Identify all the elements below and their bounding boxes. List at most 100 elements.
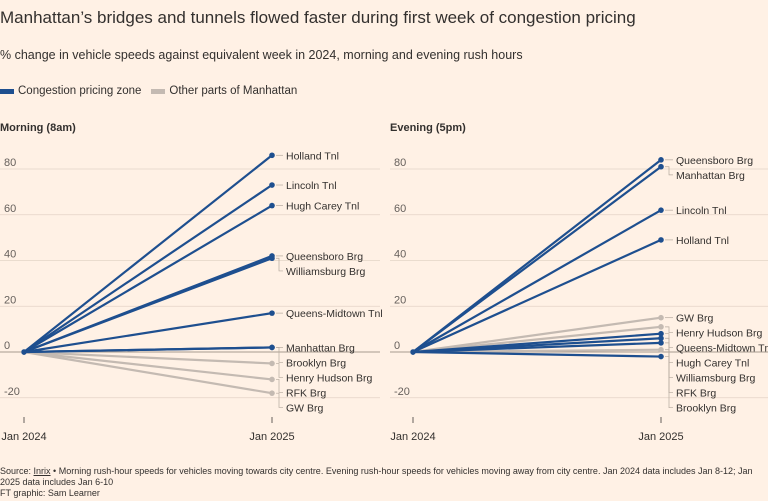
evening-y-tick-label: 60 <box>394 203 406 215</box>
morning-x-tick-label: Jan 2024 <box>1 431 46 443</box>
morning-y-tick-label: -20 <box>4 386 20 398</box>
evening-series-line-manhattan-brg <box>411 165 663 354</box>
evening-end-point-queens-midtown-tnl <box>658 330 664 337</box>
evening-x-tick-label: Jan 2025 <box>638 431 683 443</box>
evening-series-line-brooklyn-brg <box>411 350 663 358</box>
evening-series-label-holland-tnl: Holland Tnl <box>676 235 729 247</box>
morning-leader-rfk-brg <box>276 379 283 393</box>
evening-end-point-holland-tnl <box>658 237 664 243</box>
evening-x-tick-label: Jan 2024 <box>390 431 435 443</box>
morning-y-tick-label: 40 <box>4 249 16 261</box>
legend-item-other: Other parts of Manhattan <box>151 85 297 97</box>
legend-label-zone: Congestion pricing zone <box>18 85 142 97</box>
morning-y-tick-label: 20 <box>4 294 16 306</box>
morning-leader-gw-brg <box>276 392 283 408</box>
chart-canvas: -20 0 20 40 60 80 Jan 2024 Jan 2025 Holland Tnl L… <box>0 150 768 443</box>
morning-x-tick-label: Jan 2025 <box>249 431 294 443</box>
morning-y-tick-label: 60 <box>4 203 16 215</box>
legend-swatch-zone <box>0 88 14 94</box>
evening-end-point-henry-hudson-brg <box>658 324 664 330</box>
morning-series-line-williamsburg-brg <box>22 257 274 354</box>
morning-series-label-hugh-carey-tnl: Hugh Carey Tnl <box>286 201 359 213</box>
evening-series-label-rfk-brg: RFK Brg <box>676 388 716 400</box>
evening-leader-manhattan-brg <box>665 166 673 176</box>
evening-series-label-queens-midtown-tnl: Queens-Midtown Tnl <box>676 343 768 355</box>
morning-y-tick-label: 0 <box>4 340 10 352</box>
legend: Congestion pricing zone Other parts of M… <box>0 85 307 97</box>
evening-end-point-williamsburg-brg <box>658 340 664 346</box>
evening-end-point-hugh-carey-tnl <box>658 335 664 342</box>
evening-y-tick-label: 80 <box>394 157 406 169</box>
evening-end-point-lincoln-tnl <box>658 207 664 213</box>
morning-leader-henry-hudson-brg <box>276 363 283 378</box>
morning-series-label-henry-hudson-brg: Henry Hudson Brg <box>286 372 373 384</box>
evening-series-line-williamsburg-brg <box>411 341 663 354</box>
graphic-credit: FT graphic: Sam Learner <box>0 488 100 498</box>
morning-series-line-queens-midtown-tnl <box>22 312 274 354</box>
morning-series-label-brooklyn-brg: Brooklyn Brg <box>286 357 346 369</box>
evening-series-line-henry-hudson-brg <box>411 325 663 354</box>
morning-series-label-queensboro-brg: Queensboro Brg <box>286 251 363 263</box>
panel-title-evening: Evening (5pm) <box>390 122 466 134</box>
morning-series-line-gw-brg <box>22 350 274 395</box>
evening-y-tick-label: 40 <box>394 249 406 261</box>
legend-label-other: Other parts of Manhattan <box>169 85 298 97</box>
evening-series-label-hugh-carey-tnl: Hugh Carey Tnl <box>676 358 749 370</box>
morning-series-line-hugh-carey-tnl <box>22 204 274 354</box>
legend-swatch-other <box>151 88 166 94</box>
morning-end-point-rfk-brg <box>269 376 275 383</box>
evening-y-tick-label: 20 <box>394 294 406 306</box>
evening-y-tick-label: -20 <box>394 386 410 398</box>
morning-leader-brooklyn-brg <box>276 347 283 363</box>
morning-series-label-queens-midtown-tnl: Queens-Midtown Tnl <box>286 308 383 320</box>
evening-end-point-rfk-brg <box>658 346 664 353</box>
evening-end-point-brooklyn-brg <box>658 353 664 360</box>
evening-series-label-queensboro-brg: Queensboro Brg <box>676 155 753 167</box>
evening-series-label-lincoln-tnl: Lincoln Tnl <box>676 205 727 217</box>
morning-series-label-lincoln-tnl: Lincoln Tnl <box>286 180 337 192</box>
chart-title: Manhattan’s bridges and tunnels flowed f… <box>0 8 636 27</box>
source-note: Source: Inrix • Morning rush-hour speeds… <box>0 466 768 488</box>
evening-series-label-williamsburg-brg: Williamsburg Brg <box>676 373 756 385</box>
evening-end-point-gw-brg <box>658 314 664 321</box>
morning-series-label-gw-brg: GW Brg <box>286 402 323 414</box>
morning-end-point-hugh-carey-tnl <box>269 202 275 209</box>
morning-start-point-brooklyn-brg <box>21 349 27 355</box>
morning-series-line-holland-tnl <box>22 154 274 354</box>
evening-series-label-gw-brg: GW Brg <box>676 313 713 325</box>
legend-item-zone: Congestion pricing zone <box>0 85 141 97</box>
morning-series-line-lincoln-tnl <box>22 183 274 354</box>
evening-series-line-holland-tnl <box>411 238 663 354</box>
morning-series-label-williamsburg-brg: Williamsburg Brg <box>286 266 366 278</box>
evening-end-point-queensboro-brg <box>658 157 664 163</box>
evening-end-point-manhattan-brg <box>658 163 664 170</box>
evening-series-label-henry-hudson-brg: Henry Hudson Brg <box>676 328 763 340</box>
morning-end-point-brooklyn-brg <box>269 344 275 351</box>
footer: Source: Inrix • Morning rush-hour speeds… <box>0 466 768 499</box>
morning-series-line-henry-hudson-brg <box>22 350 274 365</box>
morning-series-line-brooklyn-brg <box>22 346 274 354</box>
morning-y-tick-label: 80 <box>4 157 16 169</box>
evening-series-label-manhattan-brg: Manhattan Brg <box>676 170 745 182</box>
evening-start-point-brooklyn-brg <box>410 349 416 355</box>
source-prefix: Source: <box>0 466 34 476</box>
morning-series-label-holland-tnl: Holland Tnl <box>286 150 339 162</box>
morning-end-point-henry-hudson-brg <box>269 360 275 367</box>
morning-end-point-williamsburg-brg <box>269 255 275 262</box>
evening-leader-brooklyn-brg <box>665 356 673 409</box>
source-text: • Morning rush-hour speeds for vehicles … <box>0 466 753 487</box>
chart-subtitle: % change in vehicle speeds against equiv… <box>0 48 523 62</box>
morning-series-label-rfk-brg: RFK Brg <box>286 387 326 399</box>
evening-series-line-rfk-brg <box>411 348 663 354</box>
panel-title-morning: Morning (8am) <box>0 122 76 134</box>
evening-series-line-gw-brg <box>411 316 663 354</box>
evening-series-label-brooklyn-brg: Brooklyn Brg <box>676 403 736 415</box>
morning-leader-williamsburg-brg <box>276 257 283 272</box>
source-link[interactable]: Inrix <box>33 466 51 476</box>
evening-leader-henry-hudson-brg <box>665 326 673 334</box>
evening-y-tick-label: 0 <box>394 340 400 352</box>
evening-series-line-lincoln-tnl <box>411 209 663 354</box>
morning-series-label-manhattan-brg: Manhattan Brg <box>286 342 355 354</box>
morning-end-point-queens-midtown-tnl <box>269 310 275 316</box>
morning-end-point-holland-tnl <box>269 152 275 159</box>
